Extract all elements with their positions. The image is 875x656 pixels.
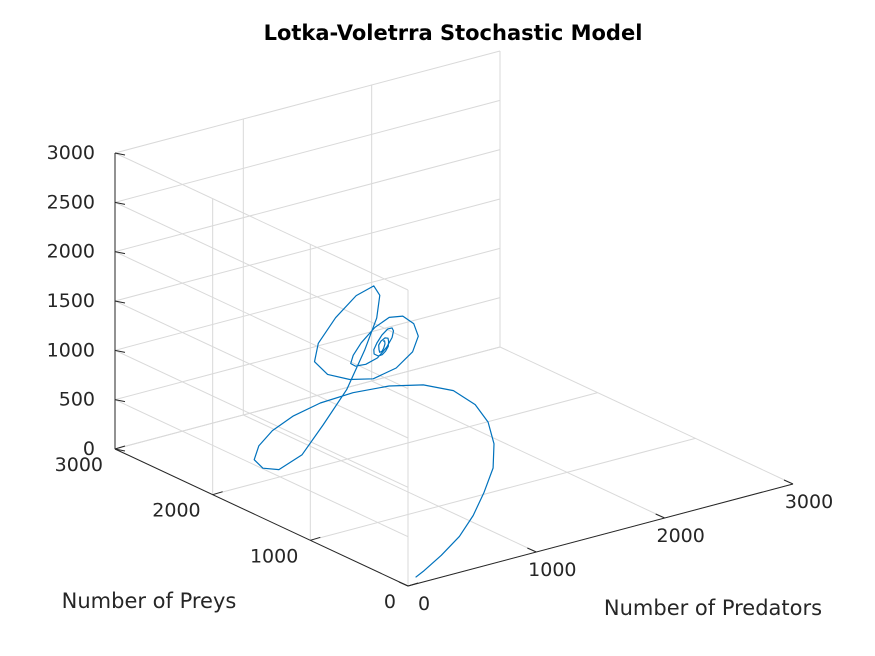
- z-tick-label: 1000: [47, 339, 95, 361]
- z-tick-label: 3000: [47, 142, 95, 164]
- grid-line-z: [114, 349, 409, 488]
- grid-line-z: [114, 201, 409, 340]
- x-tick-label: 2000: [656, 525, 704, 547]
- grid-line-z: [114, 300, 409, 439]
- grid-line-z: [114, 149, 501, 253]
- grid-line-z: [114, 152, 409, 291]
- y-tick-label: 0: [384, 591, 396, 613]
- z-tick-label: 500: [59, 389, 95, 411]
- z-tick-mark: [114, 251, 126, 255]
- grid-line-z: [114, 99, 501, 203]
- y-tick-mark: [212, 491, 223, 496]
- x-axis-label: Number of Predators: [604, 596, 822, 620]
- z-tick-mark: [114, 300, 126, 304]
- grid-line-z: [114, 399, 409, 538]
- grid-line-x: [499, 346, 794, 485]
- grid-line-y: [114, 346, 501, 450]
- grid-line-x: [371, 380, 665, 519]
- y-tick-mark: [407, 582, 419, 587]
- z-tick-mark: [114, 399, 126, 403]
- y-tick-label: 1000: [250, 545, 298, 567]
- x-tick-mark: [527, 547, 537, 553]
- grid-line-z: [114, 50, 501, 154]
- grid-line-x: [243, 414, 537, 553]
- z-tick-mark: [114, 349, 126, 353]
- grid-line-z: [114, 297, 501, 401]
- z-tick-label: 1500: [47, 290, 95, 312]
- x-tick-mark: [398, 581, 409, 587]
- grid-layer: [114, 50, 794, 587]
- y-tick-mark: [114, 445, 126, 450]
- axis-layer: [114, 152, 794, 587]
- z-tick-mark: [114, 152, 126, 156]
- grid-line-z: [114, 247, 501, 351]
- y-tick-label: 3000: [55, 454, 103, 476]
- z-tick-label: 0: [83, 438, 95, 460]
- grid-line-y: [212, 392, 598, 496]
- y-axis-label: Number of Preys: [62, 589, 237, 613]
- x-tick-label: 3000: [785, 491, 833, 513]
- grid-line-y: [310, 437, 696, 541]
- chart-title: Lotka-Voletrra Stochastic Model: [264, 21, 643, 45]
- x-axis-line: [407, 483, 794, 587]
- x-tick-label: 0: [418, 593, 430, 615]
- series-line-0: [253, 285, 495, 578]
- grid-line-z: [114, 251, 409, 390]
- grid-line-z: [114, 198, 501, 302]
- z-tick-mark: [114, 201, 126, 205]
- x-tick-label: 1000: [528, 559, 576, 581]
- tick-label-layer: 0100020003000010002000300005001000150020…: [47, 142, 834, 615]
- z-tick-mark: [114, 448, 126, 452]
- y-tick-mark: [310, 536, 321, 541]
- y-tick-label: 2000: [152, 500, 200, 522]
- z-tick-label: 2500: [47, 191, 95, 213]
- x-tick-mark: [783, 479, 794, 485]
- z-tick-label: 2000: [47, 241, 95, 263]
- y-axis-line: [114, 448, 409, 587]
- x-tick-mark: [655, 513, 665, 519]
- data-layer: [253, 285, 495, 578]
